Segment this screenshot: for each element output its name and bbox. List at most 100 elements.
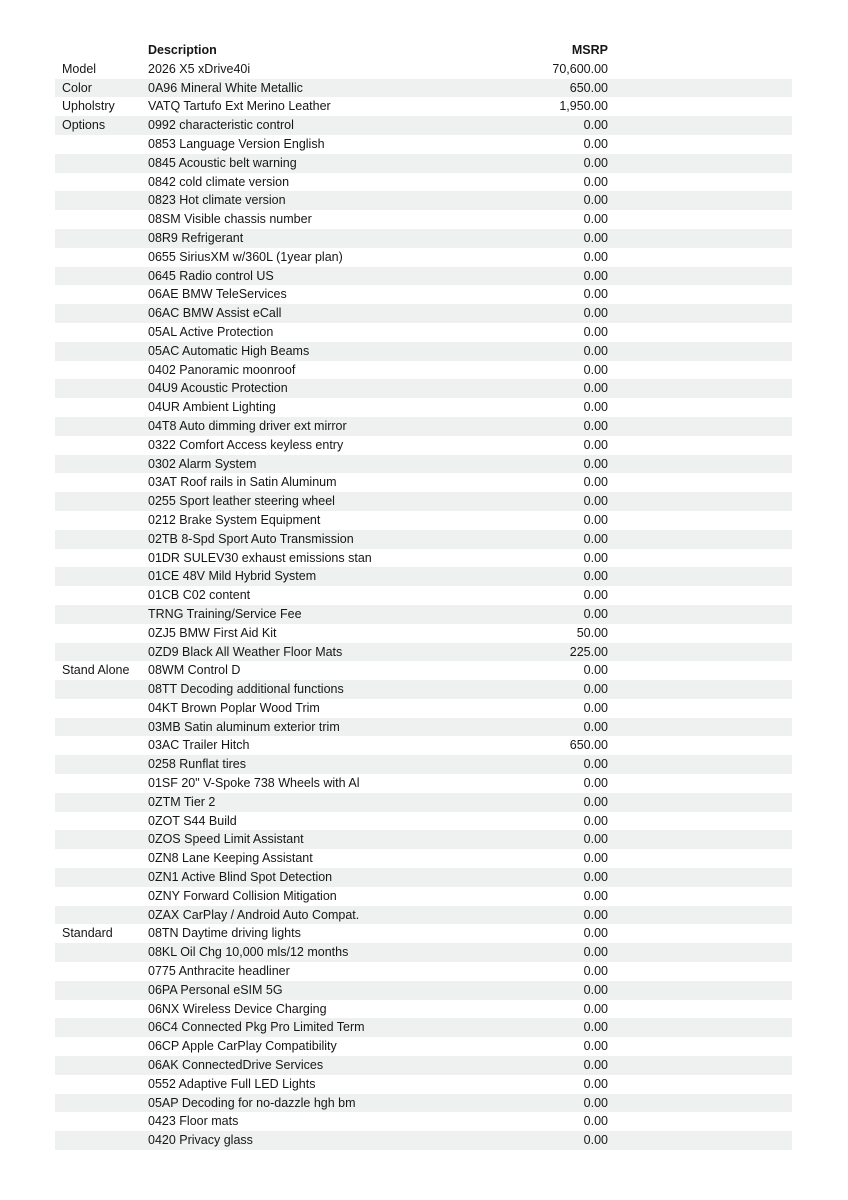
msrp-column-header: MSRP [571,43,608,57]
table-row: Options 0992 characteristic control 0.00 [55,116,792,135]
table-row: 0258 Runflat tires 0.00 [55,755,792,775]
option-msrp-value: 0.00 [583,343,608,358]
table-row: 06AE BMW TeleServices 0.00 [55,285,792,304]
option-msrp-value: 0.00 [583,776,608,791]
table-row: 08KL Oil Chg 10,000 mls/12 months 0.00 [55,943,792,963]
table-row: 04KT Brown Poplar Wood Trim 0.00 [55,699,792,718]
option-msrp-value: 0.00 [583,606,608,621]
table-row: 0402 Panoramic moonroof 0.00 [55,361,792,380]
option-msrp-value: 1,950.00 [559,99,608,114]
option-description: 04T8 Auto dimming driver ext mirror [148,418,347,433]
table-row: 0552 Adaptive Full LED Lights 0.00 [55,1075,792,1094]
option-msrp-value: 0.00 [583,1001,608,1016]
option-description: 0258 Runflat tires [148,757,246,772]
option-msrp-value: 0.00 [583,1058,608,1073]
option-msrp-value: 0.00 [583,249,608,264]
option-description: 0ZNY Forward Collision Mitigation [148,888,337,903]
option-description: 0ZN8 Lane Keeping Assistant [148,851,313,866]
table-row: Model 2026 X5 xDrive40i 70,600.00 [55,60,792,79]
option-description: 0ZTM Tier 2 [148,794,216,809]
option-description: VATQ Tartufo Ext Merino Leather [148,99,331,114]
option-description: 2026 X5 xDrive40i [148,61,251,76]
option-msrp-value: 0.00 [583,851,608,866]
option-description: 08TT Decoding additional functions [148,682,344,697]
option-description: 0ZAX CarPlay / Android Auto Compat. [148,907,360,922]
table-row: Standard 08TN Daytime driving lights 0.0… [55,924,792,943]
table-row: 0212 Brake System Equipment 0.00 [55,511,792,530]
option-description: 08R9 Refrigerant [148,230,244,245]
option-description: 0ZOT S44 Build [148,813,237,828]
table-body: Model 2026 X5 xDrive40i 70,600.00 Color … [55,60,792,1151]
option-msrp-value: 0.00 [583,832,608,847]
table-row: 0ZAX CarPlay / Android Auto Compat. 0.00 [55,905,792,925]
option-description: 05AC Automatic High Beams [148,343,310,358]
option-description: 04UR Ambient Lighting [148,400,276,415]
option-description: 03AT Roof rails in Satin Aluminum [148,475,337,490]
option-description: 0ZJ5 BMW First Aid Kit [148,625,277,640]
table-row: TRNG Training/Service Fee 0.00 [55,604,792,624]
table-row: 08TT Decoding additional functions 0.00 [55,680,792,699]
table-row: 06NX Wireless Device Charging 0.00 [55,1000,792,1019]
option-description: 08WM Control D [148,663,241,678]
option-description: 01DR SULEV30 exhaust emissions stan [148,550,372,565]
option-description: 0645 Radio control US [148,268,274,283]
option-msrp-value: 0.00 [583,1039,608,1054]
table-row: 0ZN1 Active Blind Spot Detection 0.00 [55,868,792,887]
option-msrp-value: 0.00 [583,512,608,527]
option-msrp-value: 0.00 [583,719,608,734]
table-row: 06C4 Connected Pkg Pro Limited Term 0.00 [55,1018,792,1038]
option-msrp-value: 0.00 [583,437,608,452]
option-msrp-value: 0.00 [583,136,608,151]
table-row: 0ZOS Speed Limit Assistant 0.00 [55,830,792,850]
option-description: 06AK ConnectedDrive Services [148,1058,324,1073]
table-row: 05AC Automatic High Beams 0.00 [55,341,792,361]
option-msrp-value: 0.00 [583,456,608,471]
option-msrp-value: 0.00 [583,569,608,584]
table-row: 0ZD9 Black All Weather Floor Mats 225.00 [55,642,792,662]
option-msrp-value: 0.00 [583,193,608,208]
table-row: 04U9 Acoustic Protection 0.00 [55,379,792,399]
option-msrp-value: 0.00 [583,155,608,170]
option-description: 0255 Sport leather steering wheel [148,494,335,509]
table-row: 0ZOT S44 Build 0.00 [55,812,792,831]
option-description: 08SM Visible chassis number [148,212,312,227]
table-row: 04UR Ambient Lighting 0.00 [55,398,792,417]
table-row: 01SF 20" V-Spoke 738 Wheels with Al 0.00 [55,774,792,793]
option-description: 04KT Brown Poplar Wood Trim [148,700,320,715]
table-row: 08R9 Refrigerant 0.00 [55,228,792,248]
table-row: Upholstry VATQ Tartufo Ext Merino Leathe… [55,97,792,116]
table-row: 0420 Privacy glass 0.00 [55,1131,792,1151]
option-msrp-value: 0.00 [583,550,608,565]
table-row: 06AC BMW Assist eCall 0.00 [55,304,792,323]
category-label: Upholstry [62,99,115,114]
option-description: 04U9 Acoustic Protection [148,381,288,396]
option-description: 0302 Alarm System [148,456,257,471]
option-description: 06PA Personal eSIM 5G [148,982,283,997]
option-description: TRNG Training/Service Fee [148,606,302,621]
option-description: 0845 Acoustic belt warning [148,155,297,170]
table-row: 0ZN8 Lane Keeping Assistant 0.00 [55,849,792,868]
option-msrp-value: 0.00 [583,1095,608,1110]
option-description: 05AP Decoding for no-dazzle hgh bm [148,1095,356,1110]
option-msrp-value: 0.00 [583,813,608,828]
option-msrp-value: 650.00 [569,80,608,95]
option-msrp-value: 0.00 [583,888,608,903]
table-row: 0255 Sport leather steering wheel 0.00 [55,492,792,511]
category-label: Model [62,61,97,76]
option-msrp-value: 0.00 [583,1020,608,1035]
option-description: 0ZD9 Black All Weather Floor Mats [148,644,343,659]
table-row: 08SM Visible chassis number 0.00 [55,210,792,229]
table-row: 03MB Satin aluminum exterior trim 0.00 [55,717,792,737]
option-description: 08TN Daytime driving lights [148,926,301,941]
option-description: 06AC BMW Assist eCall [148,306,282,321]
option-msrp-value: 0.00 [583,381,608,396]
option-description: 02TB 8-Spd Sport Auto Transmission [148,531,354,546]
option-msrp-value: 0.00 [583,418,608,433]
option-description: 08KL Oil Chg 10,000 mls/12 months [148,945,349,960]
option-description: 0ZOS Speed Limit Assistant [148,832,304,847]
table-header-row: Description MSRP [55,41,792,60]
category-label: Standard [62,926,113,941]
table-row: 06CP Apple CarPlay Compatibility 0.00 [55,1037,792,1056]
option-msrp-value: 0.00 [583,682,608,697]
option-msrp-value: 0.00 [583,212,608,227]
